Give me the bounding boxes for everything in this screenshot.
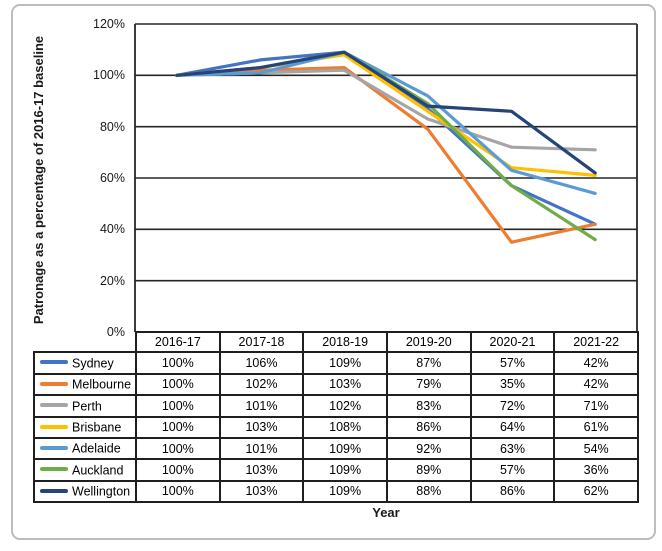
y-tick-label: 120% (93, 17, 125, 31)
value-cell: 103% (302, 372, 388, 397)
value-cell: 57% (469, 458, 556, 482)
value-cell: 72% (469, 394, 556, 418)
series-name-label: Brisbane (72, 420, 122, 435)
table-header-cell: 2021-22 (553, 330, 639, 354)
value-cell: 100% (135, 394, 221, 418)
legend-key-icon (40, 360, 68, 365)
value-cell: 106% (218, 351, 305, 375)
chart-data-table: 2016-17 2017-18 2018-19 2019-20 2020-21 2021-… (33, 330, 639, 504)
table-header-cell: 2019-20 (385, 330, 472, 354)
table-row-wellington: Wellington 100% 103% 109% 88% 86% 62% (33, 479, 639, 504)
series-name-label: Perth (72, 399, 102, 414)
value-cell: 64% (469, 415, 556, 439)
legend-cell-auckland: Auckland (33, 458, 137, 482)
value-cell: 62% (553, 479, 639, 504)
series-name-label: Melbourne (72, 377, 132, 392)
legend-cell-perth: Perth (33, 394, 137, 418)
legend-cell-adelaide: Adelaide (33, 436, 137, 461)
table-header-cell: 2018-19 (302, 330, 388, 354)
table-header-cell: 2020-21 (469, 330, 556, 354)
legend-key-icon (40, 445, 68, 450)
value-cell: 42% (553, 372, 639, 397)
value-cell: 101% (218, 394, 305, 418)
value-cell: 88% (385, 479, 472, 504)
value-cell: 103% (218, 458, 305, 482)
series-name-label: Adelaide (72, 441, 121, 456)
value-cell: 35% (469, 372, 556, 397)
table-header-row: 2016-17 2017-18 2018-19 2019-20 2020-21 2021-… (34, 330, 639, 354)
value-cell: 42% (553, 351, 639, 375)
value-cell: 92% (385, 436, 472, 461)
legend-cell-sydney: Sydney (33, 351, 137, 375)
value-cell: 101% (218, 436, 305, 461)
value-cell: 79% (385, 372, 472, 397)
value-cell: 100% (135, 436, 221, 461)
value-cell: 108% (302, 415, 388, 439)
table-row-sydney: Sydney 100% 106% 109% 87% 57% 42% (33, 351, 639, 375)
legend-key-icon (40, 467, 68, 472)
value-cell: 83% (385, 394, 472, 418)
value-cell: 109% (302, 436, 388, 461)
value-cell: 86% (469, 479, 556, 504)
value-cell: 57% (469, 351, 556, 375)
legend-cell-wellington: Wellington (33, 479, 137, 504)
value-cell: 100% (135, 479, 221, 504)
value-cell: 103% (218, 415, 305, 439)
table-row-auckland: Auckland 100% 103% 109% 89% 57% 36% (33, 458, 639, 482)
value-cell: 102% (302, 394, 388, 418)
legend-cell-melbourne: Melbourne (33, 372, 137, 397)
value-cell: 102% (218, 372, 305, 397)
table-row-brisbane: Brisbane 100% 103% 108% 86% 64% 61% (33, 415, 639, 439)
x-axis-title: Year (372, 505, 400, 520)
series-name-label: Auckland (72, 463, 124, 478)
series-name-label: Wellington (72, 484, 131, 499)
value-cell: 109% (302, 458, 388, 482)
y-tick-label: 40% (99, 222, 125, 237)
table-header-cell: 2017-18 (218, 330, 305, 354)
value-cell: 71% (553, 394, 639, 418)
legend-key-icon (40, 381, 68, 386)
value-cell: 87% (385, 351, 472, 375)
y-tick-label: 0% (106, 325, 125, 339)
legend-key-icon (40, 424, 68, 429)
value-cell: 103% (218, 479, 305, 504)
value-cell: 100% (135, 351, 221, 375)
value-cell: 54% (553, 436, 639, 461)
table-row-melbourne: Melbourne 100% 102% 103% 79% 35% 42% (33, 372, 639, 397)
legend-key-icon (40, 403, 68, 408)
value-cell: 100% (135, 458, 221, 482)
value-cell: 63% (469, 436, 556, 461)
value-cell: 109% (302, 479, 388, 504)
value-cell: 61% (553, 415, 639, 439)
y-tick-label: 60% (99, 171, 125, 185)
value-cell: 109% (302, 351, 388, 375)
legend-cell-brisbane: Brisbane (33, 415, 137, 439)
series-line-adelaide (175, 50, 597, 195)
y-tick-label: 20% (99, 273, 125, 288)
table-header-cell: 2016-17 (135, 330, 221, 354)
series-line-wellington (175, 50, 597, 175)
value-cell: 36% (553, 458, 639, 482)
value-cell: 86% (385, 415, 472, 439)
table-row-adelaide: Adelaide 100% 101% 109% 92% 63% 54% (33, 436, 639, 461)
series-name-label: Sydney (72, 356, 114, 371)
y-tick-label: 100% (93, 68, 125, 83)
legend-key-icon (40, 488, 68, 493)
y-tick-label: 80% (99, 119, 125, 134)
value-cell: 89% (385, 458, 472, 482)
table-row-perth: Perth 100% 101% 102% 83% 72% 71% (33, 394, 639, 418)
table-corner-cell (34, 332, 136, 352)
data-table-container: 2016-17 2017-18 2018-19 2019-20 2020-21 2021-… (33, 330, 639, 504)
series-line-melbourne (175, 65, 597, 244)
value-cell: 100% (135, 415, 221, 439)
value-cell: 100% (135, 372, 221, 397)
